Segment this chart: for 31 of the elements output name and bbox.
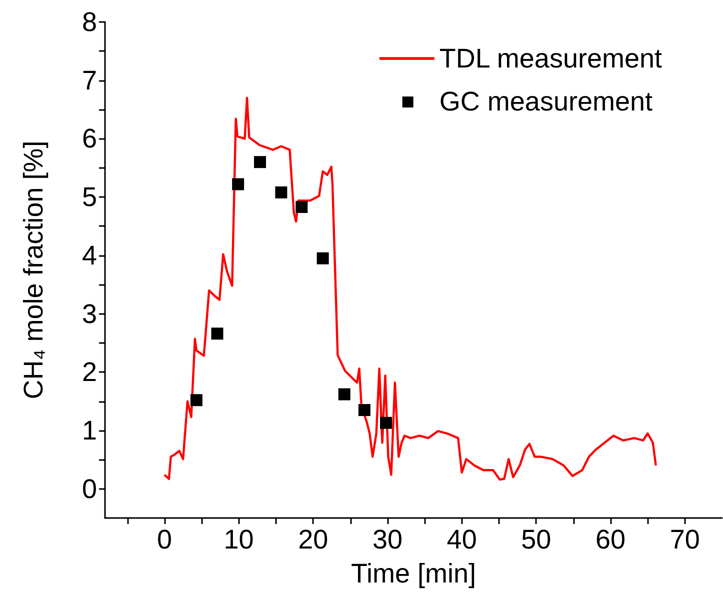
point — [316, 252, 329, 264]
point — [190, 394, 202, 406]
legend-label: GC measurement — [439, 86, 653, 116]
point — [232, 178, 244, 190]
y-tick-label: 3 — [82, 298, 97, 329]
point — [296, 200, 308, 213]
x-tick-label: 60 — [595, 524, 626, 554]
point — [338, 388, 350, 400]
y-tick-label: 2 — [82, 357, 97, 388]
x-tick-label: 30 — [372, 524, 403, 554]
point — [254, 156, 266, 168]
y-tick-label: 5 — [82, 182, 97, 212]
y-tick-label: 4 — [82, 240, 97, 270]
point — [358, 404, 370, 416]
y-axis-title: CH₄ mole fraction [%] — [18, 140, 48, 400]
point — [380, 416, 392, 429]
x-tick-label: 20 — [298, 524, 328, 554]
y-tick-label: 1 — [82, 415, 97, 446]
point — [211, 328, 224, 340]
x-tick-label: 70 — [670, 524, 700, 554]
point — [275, 186, 288, 198]
x-tick-label: 40 — [446, 524, 477, 554]
x-tick-label: 50 — [521, 524, 552, 554]
y-tick-label: 7 — [82, 65, 97, 96]
legend-label: TDL measurement — [439, 44, 662, 74]
x-axis-title: Time [min] — [350, 558, 476, 588]
y-tick-label: 6 — [82, 124, 97, 154]
x-tick-label: 10 — [224, 524, 254, 554]
x-tick-label: 0 — [156, 524, 172, 554]
y-tick-label: 0 — [82, 474, 97, 504]
y-tick-label: 8 — [82, 7, 97, 37]
